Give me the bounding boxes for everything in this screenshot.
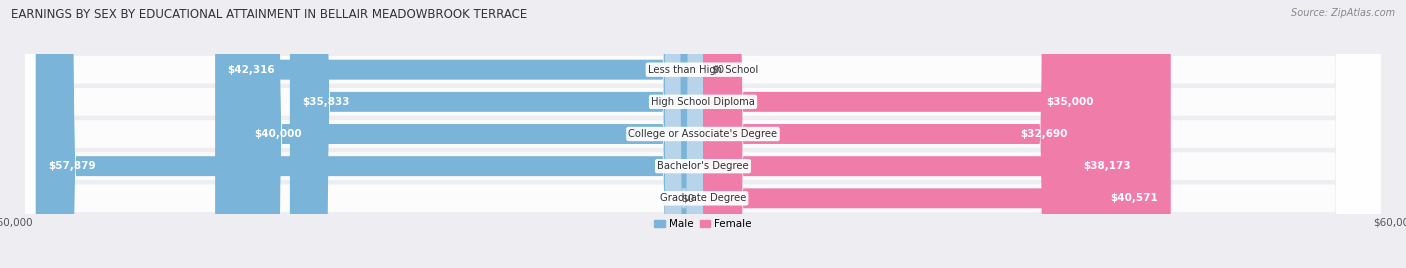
Text: Source: ZipAtlas.com: Source: ZipAtlas.com xyxy=(1291,8,1395,18)
Text: College or Associate's Degree: College or Associate's Degree xyxy=(628,129,778,139)
Text: $35,000: $35,000 xyxy=(1046,97,1094,107)
FancyBboxPatch shape xyxy=(25,0,1381,268)
FancyBboxPatch shape xyxy=(25,0,1381,268)
Text: $57,879: $57,879 xyxy=(48,161,96,171)
Text: Graduate Degree: Graduate Degree xyxy=(659,193,747,203)
FancyBboxPatch shape xyxy=(703,0,1080,268)
Text: $0: $0 xyxy=(711,65,724,75)
Text: $40,571: $40,571 xyxy=(1111,193,1159,203)
Text: Bachelor's Degree: Bachelor's Degree xyxy=(657,161,749,171)
Text: $32,690: $32,690 xyxy=(1021,129,1067,139)
Text: $0: $0 xyxy=(682,193,695,203)
FancyBboxPatch shape xyxy=(215,0,703,268)
FancyBboxPatch shape xyxy=(703,0,1143,268)
Text: $35,833: $35,833 xyxy=(302,97,350,107)
FancyBboxPatch shape xyxy=(25,0,1381,268)
Text: $40,000: $40,000 xyxy=(254,129,302,139)
Text: EARNINGS BY SEX BY EDUCATIONAL ATTAINMENT IN BELLAIR MEADOWBROOK TERRACE: EARNINGS BY SEX BY EDUCATIONAL ATTAINMEN… xyxy=(11,8,527,21)
FancyBboxPatch shape xyxy=(35,0,703,268)
FancyBboxPatch shape xyxy=(665,0,703,268)
FancyBboxPatch shape xyxy=(290,0,703,268)
Text: Less than High School: Less than High School xyxy=(648,65,758,75)
Text: $42,316: $42,316 xyxy=(228,65,276,75)
Text: High School Diploma: High School Diploma xyxy=(651,97,755,107)
Legend: Male, Female: Male, Female xyxy=(650,215,756,233)
FancyBboxPatch shape xyxy=(703,0,1107,268)
FancyBboxPatch shape xyxy=(703,0,741,268)
FancyBboxPatch shape xyxy=(703,0,1171,268)
FancyBboxPatch shape xyxy=(25,0,1381,268)
FancyBboxPatch shape xyxy=(242,0,703,268)
Text: $38,173: $38,173 xyxy=(1083,161,1130,171)
FancyBboxPatch shape xyxy=(25,0,1381,268)
